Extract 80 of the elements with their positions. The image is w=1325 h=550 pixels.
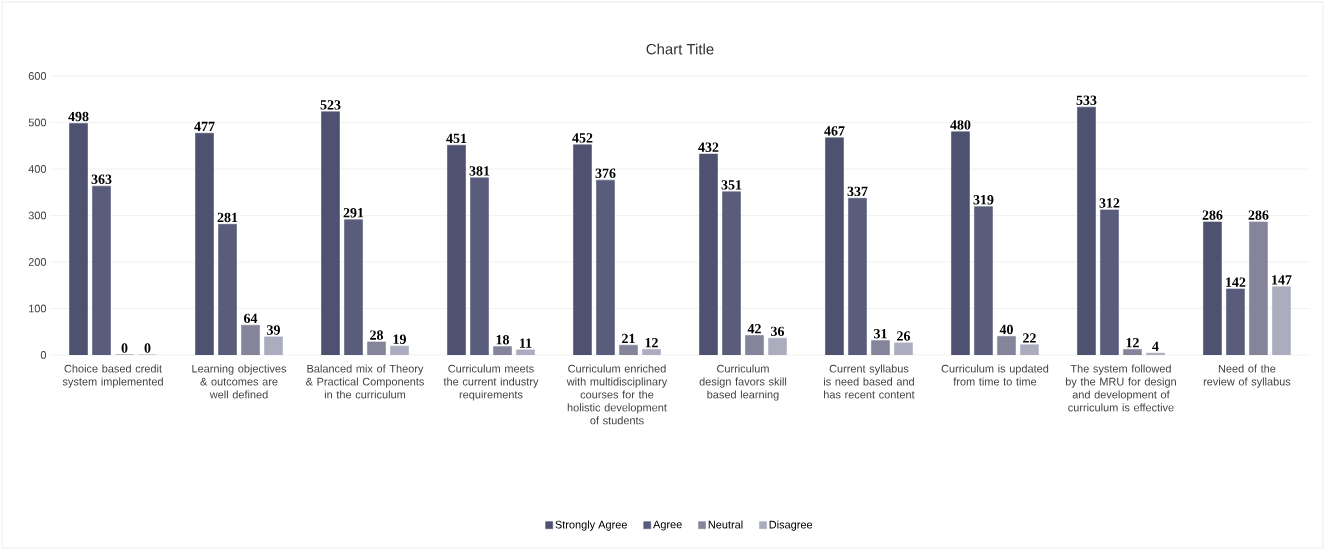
bar	[722, 191, 741, 355]
bar	[264, 336, 283, 355]
data-label: 64	[244, 313, 258, 324]
bar	[92, 185, 111, 355]
bar	[1272, 286, 1291, 355]
data-label: 4	[1152, 341, 1159, 351]
y-tick-label: 300	[28, 211, 47, 220]
x-tick-label: Curriculum is updated from time to time	[941, 364, 1049, 386]
legend-label: Strongly Agree	[555, 520, 627, 531]
bar	[596, 179, 615, 355]
bar	[974, 206, 993, 355]
bar	[344, 219, 363, 355]
data-label: 337	[847, 186, 868, 197]
legend-label: Agree	[653, 520, 682, 531]
data-label: 31	[874, 329, 887, 339]
data-label: 523	[320, 100, 341, 110]
bar	[1020, 344, 1039, 355]
data-label: 467	[824, 126, 845, 136]
data-label: 21	[622, 333, 635, 344]
x-tick-label: Need of the review of syllabus	[1203, 364, 1291, 388]
data-label: 451	[446, 133, 467, 144]
data-label: 11	[520, 338, 532, 348]
data-label: 28	[370, 330, 384, 340]
y-tick-label: 100	[29, 304, 47, 313]
data-label: 381	[469, 166, 490, 176]
x-tick-label: Choice based credit system implemented	[62, 364, 163, 388]
bar	[516, 349, 535, 355]
data-label: 452	[572, 133, 593, 143]
bar	[642, 349, 661, 355]
data-label: 432	[698, 142, 719, 152]
data-label: 12	[1126, 337, 1139, 348]
x-tick-label: Curriculum meets the current industry requirements	[443, 364, 539, 401]
x-tick-label: The system followed by the MRU for design and development of curriculum is effective	[1065, 364, 1176, 412]
chart-title: Chart Title	[646, 43, 714, 55]
data-label: 281	[217, 212, 238, 223]
data-label: 291	[343, 208, 364, 218]
data-label: 376	[595, 168, 616, 178]
legend-label: Neutral	[708, 520, 743, 529]
y-tick-label: 200	[28, 258, 47, 266]
data-label: 40	[999, 324, 1013, 335]
y-tick-label: 400	[28, 165, 47, 173]
legend-label: Disagree	[769, 520, 813, 531]
data-label: 286	[1248, 210, 1269, 220]
data-label: 480	[950, 120, 971, 130]
bar	[218, 224, 237, 355]
y-tick-label: 600	[28, 72, 47, 80]
data-label: 147	[1272, 275, 1292, 285]
data-label: 498	[68, 111, 89, 122]
data-label: 18	[496, 335, 510, 345]
data-label: 39	[267, 325, 280, 335]
data-label: 477	[194, 121, 215, 131]
data-label: 319	[973, 195, 994, 205]
y-tick-label: 500	[28, 118, 47, 127]
x-tick-label: Current syllabus is need based and has recent content	[824, 364, 915, 399]
bar	[1100, 209, 1119, 355]
data-label: 12	[645, 337, 658, 348]
data-label: 0	[121, 343, 128, 353]
x-tick-label: Balanced mix of Theory & Practical Components in the curriculum	[306, 364, 424, 399]
bar	[470, 177, 489, 355]
y-tick-label: 0	[40, 351, 47, 359]
data-label: 533	[1076, 95, 1097, 105]
data-label: 36	[771, 326, 785, 337]
data-label: 22	[1023, 333, 1036, 343]
data-label: 363	[91, 174, 112, 184]
bar	[848, 197, 867, 355]
bar	[768, 337, 787, 355]
data-label: 19	[393, 334, 406, 344]
data-label: 142	[1226, 277, 1246, 287]
data-label: 42	[747, 324, 761, 334]
data-label: 351	[721, 180, 742, 190]
bar	[390, 345, 409, 355]
x-tick-label: Curriculum enriched with multidisciplinary courses for the holistic development of students	[566, 364, 668, 425]
data-label: 312	[1099, 198, 1120, 208]
x-tick-label: Learning objectives & outcomes are well defined	[192, 364, 287, 399]
bar	[894, 342, 913, 355]
data-label: 286	[1202, 210, 1223, 220]
data-label: 26	[897, 331, 911, 341]
data-label: 0	[144, 343, 151, 353]
x-tick-label: Curriculum design favors skill based learning	[699, 364, 787, 401]
bar	[1226, 288, 1245, 355]
